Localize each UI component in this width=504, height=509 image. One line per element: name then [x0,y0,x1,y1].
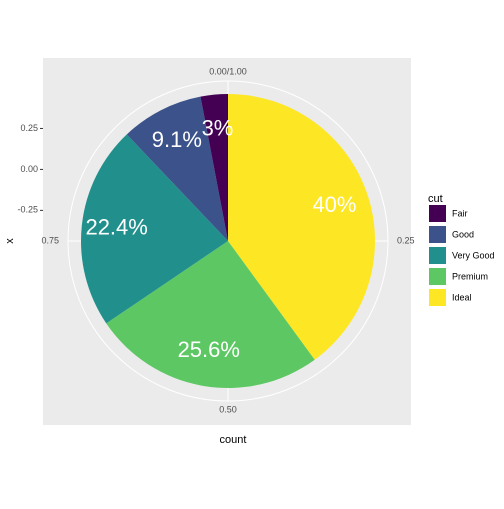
legend-swatch [429,247,446,264]
pie-slice [81,134,229,324]
legend-swatch [429,205,446,222]
value-label: 40% [312,192,356,217]
y-tick-label: -0.25 [17,205,38,215]
x-axis-title: count [220,434,247,446]
legend-swatch [429,289,446,306]
legend-label: Fair [452,208,468,218]
y-axis-title: x [4,238,16,244]
legend-swatch [429,268,446,285]
theta-tick-label: 0.00/1.00 [209,66,247,76]
value-label: 9.1% [152,127,202,152]
theta-tick-label: 0.75 [41,235,59,245]
legend-title: cut [428,193,443,205]
value-label: 3% [202,115,234,140]
legend-label: Premium [452,271,488,281]
theta-tick-label: 0.50 [219,404,237,414]
value-label: 25.6% [178,337,240,362]
value-label: 22.4% [85,215,147,240]
y-tick-label: 0.00 [20,164,38,174]
pie-slice [200,94,228,241]
legend-label: Good [452,229,474,239]
legend-label: Ideal [452,292,472,302]
pie-slice [228,94,376,360]
legend-label: Very Good [452,250,495,260]
pie-slice [126,96,228,241]
legend-swatch [429,226,446,243]
y-tick-label: 0.25 [20,123,38,133]
theta-tick-label: 0.25 [397,235,415,245]
pie-slice [106,241,315,388]
